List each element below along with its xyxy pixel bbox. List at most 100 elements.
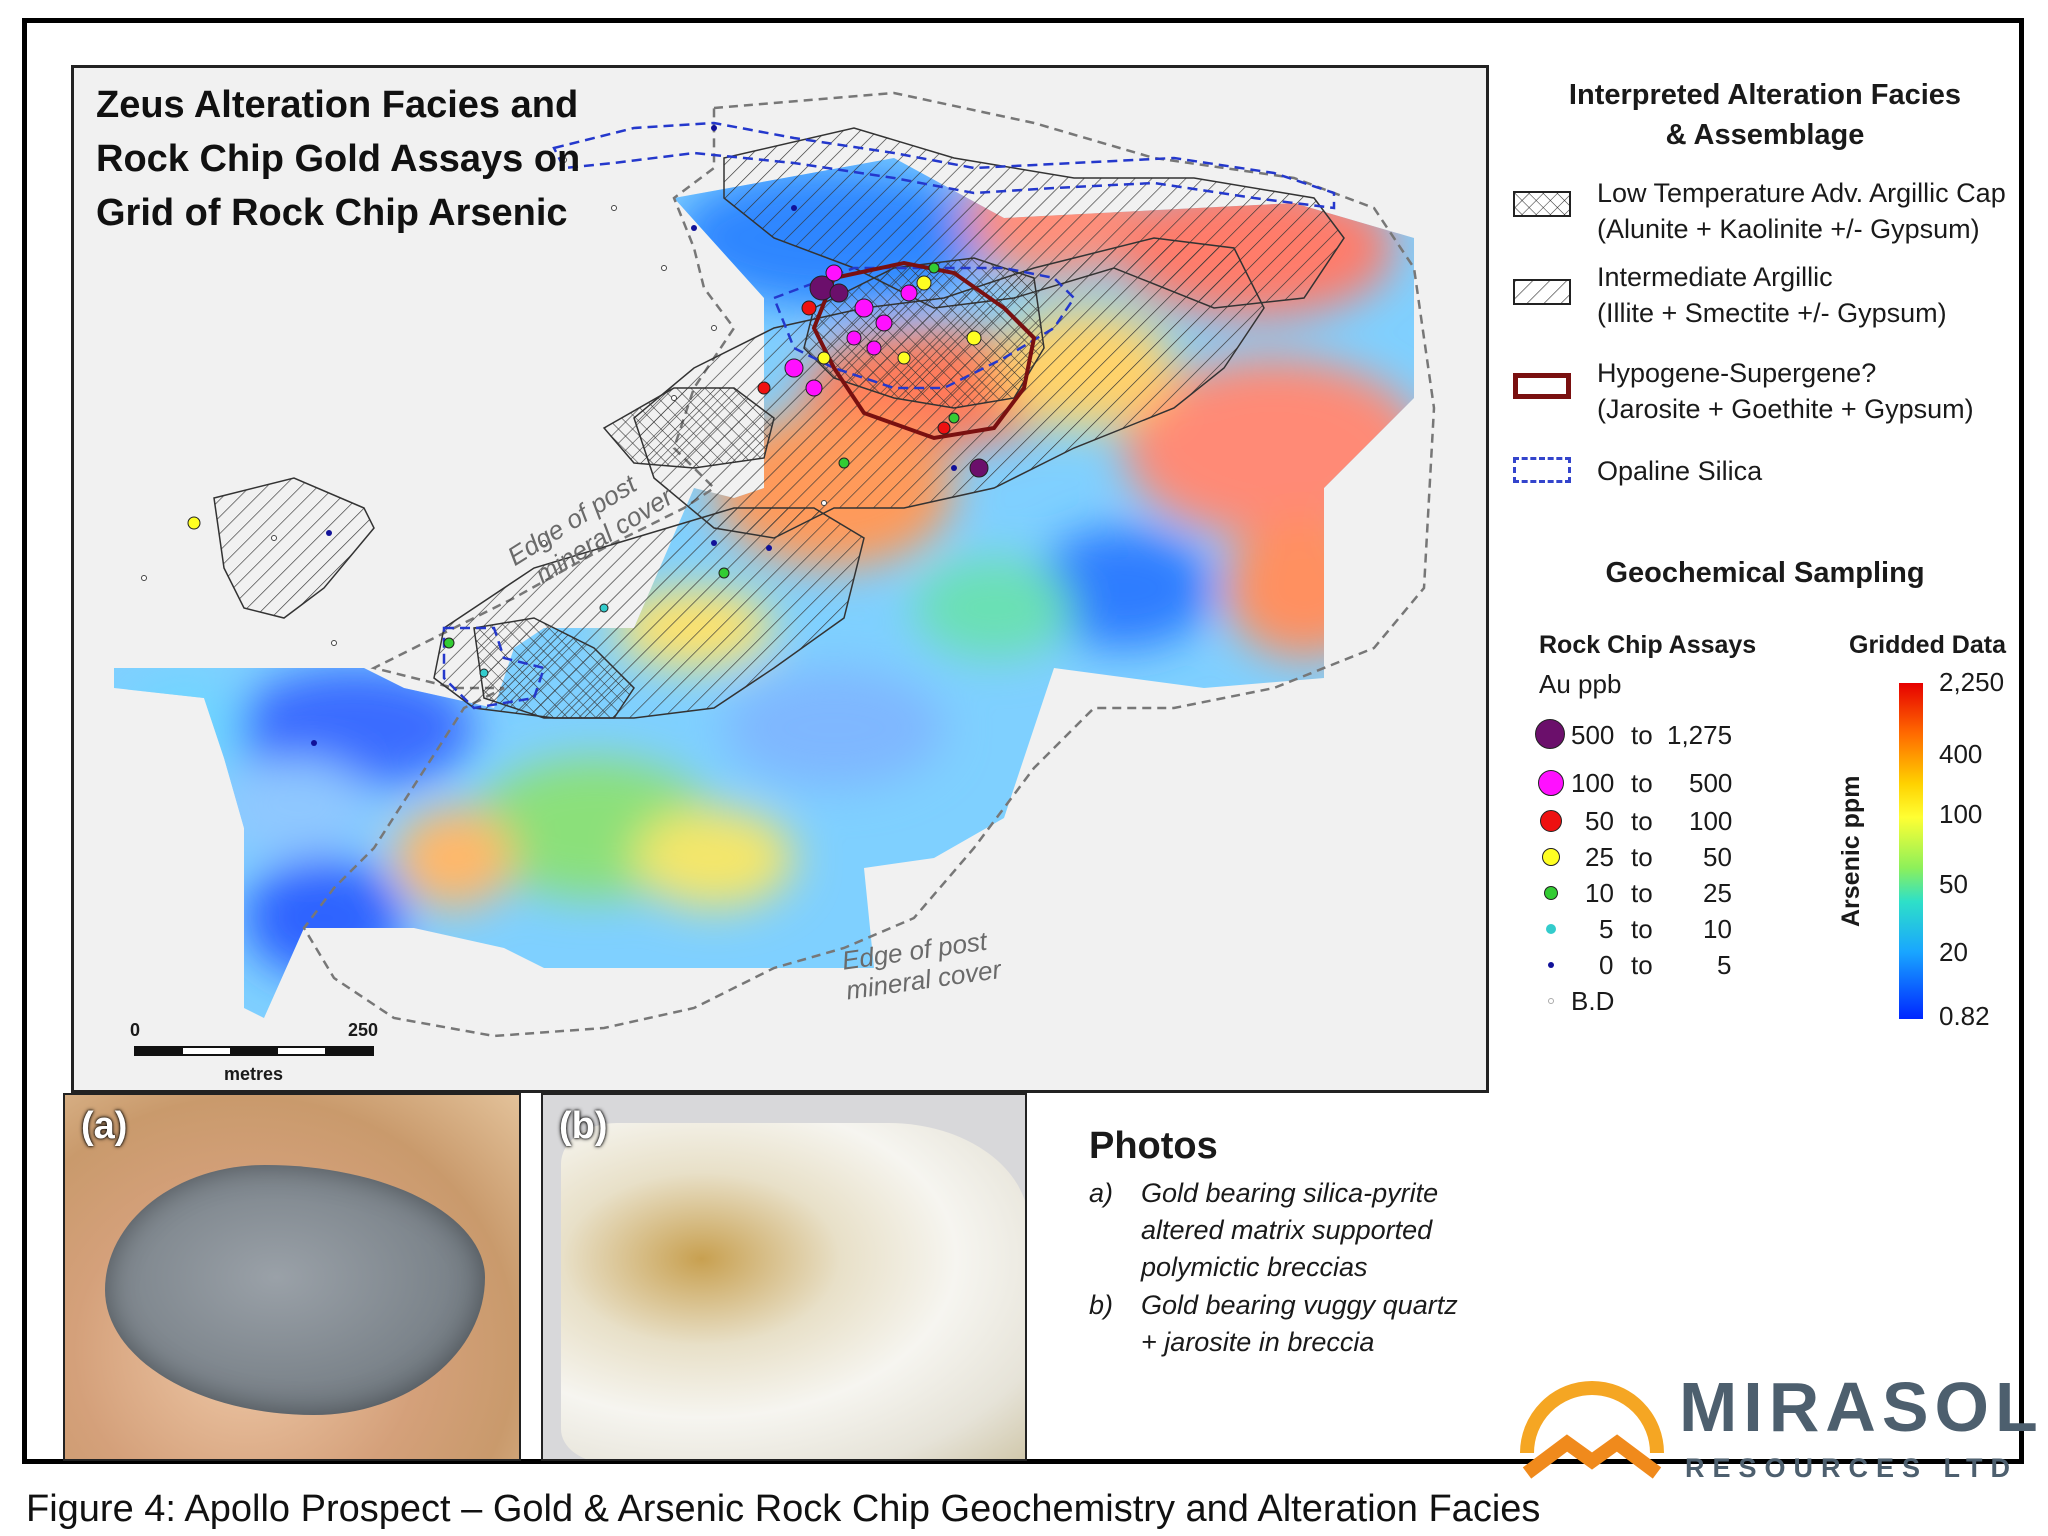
arsenic-color-ramp bbox=[1899, 683, 1923, 1019]
assay-from: B.D bbox=[1571, 986, 1615, 1016]
assay-swatch bbox=[1538, 770, 1564, 796]
assay-swatch bbox=[1544, 886, 1558, 900]
map-title-line-3: Grid of Rock Chip Arsenic bbox=[96, 192, 568, 234]
adv-argillic-cap-west bbox=[602, 387, 775, 469]
scale-max: 250 bbox=[348, 1020, 379, 1040]
geochem-title: Geochemical Sampling bbox=[1605, 557, 1925, 589]
opaline-silica-south bbox=[442, 626, 546, 710]
assay-upto: 100 bbox=[1689, 806, 1733, 836]
facies-legend-title-line-1: Interpreted Alteration Facies bbox=[1568, 79, 1962, 111]
map-title-line-1: Zeus Alteration Facies and bbox=[96, 84, 579, 126]
sun-mountain-icon bbox=[1520, 1381, 1664, 1479]
caption-key: b) bbox=[1089, 1290, 1114, 1320]
photo-caption-b: b) Gold bearing vuggy quartz + jarosite i… bbox=[1089, 1287, 1458, 1361]
mirasol-logo: MIRASOL RESOURCES LTD bbox=[1517, 1368, 2048, 1489]
argillic-zone-west bbox=[213, 477, 375, 619]
caption-line: Gold bearing vuggy quartz bbox=[1141, 1290, 1458, 1320]
gridded-title: Gridded Data bbox=[1849, 631, 2006, 659]
figure-caption: Figure 4: Apollo Prospect – Gold & Arsen… bbox=[26, 1488, 1541, 1530]
facies-assemblage: (Jarosite + Goethite + Gypsum) bbox=[1597, 394, 1974, 424]
logo-subtitle: RESOURCES LTD bbox=[1685, 1453, 2019, 1483]
photo-caption-a: a) Gold bearing silica-pyrite altered mat… bbox=[1089, 1175, 1438, 1286]
assay-class-row: 10 to 25 bbox=[1505, 875, 1765, 911]
legend-facies-opaline-silica: Opaline Silica bbox=[1505, 453, 2045, 533]
assay-class-row: 500 to 1,275 bbox=[1505, 717, 1765, 753]
dark-red-outline-swatch bbox=[1513, 373, 1571, 399]
assay-to-word: to bbox=[1631, 878, 1653, 908]
facies-assemblage: (Alunite + Kaolinite +/- Gypsum) bbox=[1597, 214, 1980, 244]
map-title: Zeus Alteration Facies and Rock Chip Gol… bbox=[96, 78, 656, 240]
assay-to-word: to bbox=[1631, 914, 1653, 944]
ramp-tick: 2,250 bbox=[1939, 667, 2005, 697]
assay-swatch bbox=[1546, 924, 1556, 934]
assay-class-row: 25 to 50 bbox=[1505, 839, 1765, 875]
assay-class-row: 100 to 500 bbox=[1505, 765, 1765, 801]
assay-upto: 1,275 bbox=[1667, 720, 1733, 750]
rock-specimen-a bbox=[105, 1165, 485, 1415]
photo-a-tag: (a) bbox=[81, 1105, 128, 1147]
facies-legend-title: Interpreted Alteration Facies & Assembla… bbox=[1505, 75, 2025, 155]
assay-upto: 50 bbox=[1703, 842, 1732, 872]
assay-class-row: 5 to 10 bbox=[1505, 911, 1765, 947]
map-panel: Zeus Alteration Facies and Rock Chip Gol… bbox=[71, 65, 1489, 1093]
assay-upto: 25 bbox=[1703, 878, 1732, 908]
assay-from: 10 bbox=[1585, 878, 1614, 908]
assays-title: Rock Chip Assays bbox=[1539, 631, 1757, 659]
assay-class-row: 0 to 5 bbox=[1505, 947, 1765, 983]
ramp-tick: 400 bbox=[1939, 739, 1983, 769]
caption-key: a) bbox=[1089, 1178, 1114, 1208]
photos-title: Photos bbox=[1089, 1125, 1218, 1167]
assays-unit: Au ppb bbox=[1539, 669, 1622, 699]
legend-facies-adv-argillic: Low Temperature Adv. Argillic Cap (Aluni… bbox=[1505, 175, 2045, 255]
caption-line: + jarosite in breccia bbox=[1141, 1327, 1375, 1357]
assay-from: 100 bbox=[1571, 768, 1615, 798]
facies-name: Opaline Silica bbox=[1597, 456, 1763, 486]
adv-argillic-cap-south bbox=[473, 617, 635, 719]
arsenic-ramp-label: Arsenic ppm bbox=[1837, 775, 1865, 927]
assay-swatch bbox=[1548, 962, 1554, 968]
assay-to-word: to bbox=[1631, 720, 1653, 750]
assay-points bbox=[141, 125, 989, 746]
assay-from: 0 bbox=[1599, 950, 1614, 980]
diagonal-hatch-swatch bbox=[1513, 279, 1571, 305]
opaline-silica-north bbox=[552, 121, 1336, 210]
photo-b-tag: (b) bbox=[559, 1105, 608, 1147]
figure-frame: Zeus Alteration Facies and Rock Chip Gol… bbox=[22, 18, 2038, 1483]
assay-from: 50 bbox=[1585, 806, 1614, 836]
caption-line: Gold bearing silica-pyrite bbox=[1141, 1178, 1439, 1208]
photo-a: (a) bbox=[63, 1093, 521, 1461]
assay-class-row: B.D bbox=[1505, 983, 1765, 1019]
facies-name: Intermediate Argillic bbox=[1597, 262, 1833, 292]
facies-name: Low Temperature Adv. Argillic Cap bbox=[1597, 178, 2006, 208]
legend: Interpreted Alteration Facies & Assembla… bbox=[1505, 75, 2045, 1035]
assay-swatch bbox=[1542, 848, 1560, 866]
assay-upto: 5 bbox=[1717, 950, 1732, 980]
ramp-tick: 20 bbox=[1939, 937, 1968, 967]
assay-upto: 500 bbox=[1689, 768, 1733, 798]
facies-assemblage: (Illite + Smectite +/- Gypsum) bbox=[1597, 298, 1947, 328]
ramp-tick: 0.82 bbox=[1939, 1001, 1990, 1031]
assay-upto: 10 bbox=[1703, 914, 1732, 944]
scale-min: 0 bbox=[130, 1020, 141, 1040]
assay-swatch bbox=[1548, 998, 1554, 1004]
blue-dashed-outline-swatch bbox=[1513, 457, 1571, 483]
ramp-tick: 50 bbox=[1939, 869, 1968, 899]
legend-facies-intermediate-argillic: Intermediate Argillic (Illite + Smectite… bbox=[1505, 259, 2045, 339]
scale-bar-graphic bbox=[134, 1046, 374, 1056]
assay-from: 5 bbox=[1599, 914, 1614, 944]
scale-bar: 0 250 metres bbox=[130, 1020, 390, 1090]
assay-swatch bbox=[1540, 810, 1562, 832]
map-title-line-2: Rock Chip Gold Assays on bbox=[96, 138, 581, 180]
rock-specimen-b bbox=[561, 1123, 1025, 1459]
hypogene-supergene-outline bbox=[811, 260, 1037, 441]
caption-line: altered matrix supported bbox=[1141, 1215, 1433, 1245]
caption-line: polymictic breccias bbox=[1141, 1252, 1368, 1282]
logo-name: MIRASOL bbox=[1679, 1368, 2044, 1446]
assay-to-word: to bbox=[1631, 842, 1653, 872]
assay-to-word: to bbox=[1631, 806, 1653, 836]
assay-from: 500 bbox=[1571, 720, 1615, 750]
legend-facies-hypogene-supergene: Hypogene-Supergene? (Jarosite + Goethite… bbox=[1505, 355, 2045, 435]
facies-name: Hypogene-Supergene? bbox=[1597, 358, 1877, 388]
assay-swatch bbox=[1535, 719, 1565, 749]
facies-legend-title-line-2: & Assemblage bbox=[1665, 119, 1865, 151]
